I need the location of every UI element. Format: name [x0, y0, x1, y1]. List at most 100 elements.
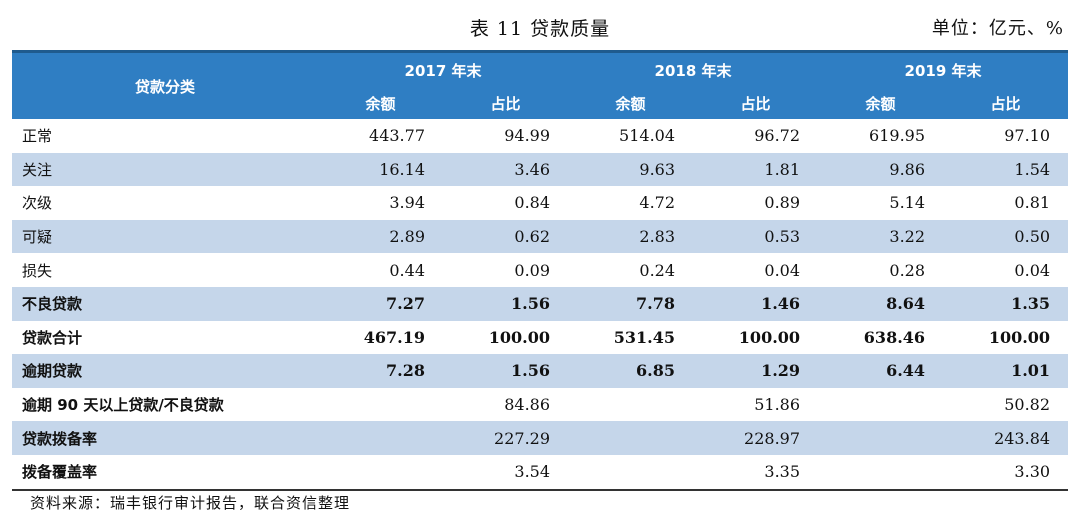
cell: 0.84: [514, 193, 551, 213]
cell: [318, 388, 443, 422]
row-label: 可疑: [12, 219, 318, 254]
cell: 84.86: [504, 395, 551, 415]
cell: 96.72: [754, 126, 801, 146]
cell: [318, 421, 443, 455]
cell: 3.46: [443, 152, 569, 187]
cell: 467.19: [363, 327, 425, 347]
cell: 3.54: [443, 454, 569, 491]
table-row: 逾期贷款 7.28 1.56 6.85 1.29 6.44 1.01: [12, 354, 1069, 388]
table-row: 贷款拨备率 227.29 228.97 243.84: [12, 421, 1069, 455]
cell: 0.53: [693, 219, 819, 254]
table-row: 次级 3.94 0.84 4.72 0.89 5.14 0.81: [12, 186, 1068, 220]
cell: 1.35: [943, 286, 1069, 321]
cell: 619.95: [869, 126, 926, 146]
row-label: 次级: [22, 194, 53, 213]
cell: 50.82: [1004, 395, 1051, 415]
cell: 100.00: [488, 327, 551, 347]
cell: 638.46: [863, 327, 926, 347]
unit-label: 单位：亿元、%: [931, 18, 1064, 39]
header-category: 贷款分类: [12, 51, 318, 119]
cell: 1.46: [693, 286, 819, 321]
cell: [818, 388, 943, 422]
header-share: 占比: [693, 87, 819, 119]
cell: [568, 421, 694, 455]
cell: 5.14: [889, 193, 926, 213]
header-year-2019: 2019 年末: [818, 51, 1069, 87]
cell: 100.00: [738, 327, 801, 347]
cell: 1.54: [943, 152, 1069, 187]
table-row: 正常 443.77 94.99 514.04 96.72 619.95 97.1…: [12, 119, 1068, 153]
cell: 1.81: [693, 152, 819, 187]
cell: 6.85: [568, 354, 694, 388]
title-bar: 表 11 贷款质量 单位：亿元、%: [12, 14, 1068, 42]
row-label: 损失: [22, 261, 53, 280]
cell: 100.00: [988, 327, 1051, 347]
cell: 228.97: [693, 421, 819, 455]
cell: 1.29: [693, 354, 819, 388]
header-year-2017: 2017 年末: [318, 51, 569, 87]
cell: 0.28: [889, 260, 926, 280]
cell: 531.45: [613, 327, 676, 347]
row-label: 贷款拨备率: [12, 421, 318, 455]
header-share: 占比: [443, 87, 569, 119]
table-row: 不良贷款 7.27 1.56 7.78 1.46 8.64 1.35: [12, 286, 1069, 321]
row-label: 贷款合计: [22, 328, 83, 347]
cell: 0.89: [764, 193, 801, 213]
table-row: 拨备覆盖率 3.54 3.35 3.30: [12, 454, 1069, 491]
row-label: 逾期 90 天以上贷款/不良贷款: [22, 396, 224, 415]
cell: 1.56: [443, 354, 569, 388]
cell: 8.64: [818, 286, 944, 321]
cell: 0.62: [443, 219, 569, 254]
row-label: 正常: [22, 127, 53, 146]
cell: [818, 454, 944, 491]
cell: 0.81: [1014, 193, 1051, 213]
cell: 51.86: [754, 395, 801, 415]
row-label: 拨备覆盖率: [12, 454, 318, 491]
cell: 443.77: [369, 126, 425, 146]
cell: 243.84: [943, 421, 1069, 455]
cell: 7.27: [318, 286, 443, 321]
row-label: 关注: [12, 152, 318, 187]
header-share: 占比: [943, 87, 1069, 119]
cell: 16.14: [318, 152, 443, 187]
table-row: 贷款合计 467.19 100.00 531.45 100.00 638.46 …: [12, 321, 1068, 355]
header-balance: 余额: [818, 87, 944, 119]
cell: [568, 388, 693, 422]
cell: 227.29: [443, 421, 569, 455]
cell: 3.94: [389, 193, 425, 213]
cell: [318, 454, 443, 491]
cell: 0.04: [764, 260, 801, 280]
row-label: 逾期贷款: [12, 354, 318, 388]
cell: 4.72: [639, 193, 676, 213]
table-row: 逾期 90 天以上贷款/不良贷款 84.86 51.86 50.82: [12, 388, 1068, 422]
cell: 0.24: [639, 260, 676, 280]
cell: 2.89: [318, 219, 443, 254]
header-year-2018: 2018 年末: [568, 51, 819, 87]
header-balance: 余额: [568, 87, 694, 119]
table-row: 损失 0.44 0.09 0.24 0.04 0.28 0.04: [12, 253, 1068, 287]
header-balance: 余额: [318, 87, 443, 119]
cell: 7.78: [568, 286, 694, 321]
cell: 0.04: [1014, 260, 1051, 280]
cell: 94.99: [504, 126, 551, 146]
source-note: 资料来源：瑞丰银行审计报告，联合资信整理: [30, 494, 351, 512]
cell: 9.63: [568, 152, 694, 187]
cell: 97.10: [1004, 126, 1051, 146]
row-label: 不良贷款: [12, 286, 318, 321]
cell: 0.44: [389, 260, 425, 280]
table-title: 表 11 贷款质量: [469, 18, 611, 40]
cell: 9.86: [818, 152, 944, 187]
cell: 6.44: [818, 354, 944, 388]
cell: [818, 421, 944, 455]
cell: 7.28: [318, 354, 443, 388]
cell: [568, 454, 694, 491]
cell: 514.04: [619, 126, 676, 146]
cell: 0.09: [514, 260, 551, 280]
table-row: 可疑 2.89 0.62 2.83 0.53 3.22 0.50: [12, 219, 1069, 254]
cell: 3.35: [693, 454, 819, 491]
cell: 3.30: [943, 454, 1069, 491]
table-row: 关注 16.14 3.46 9.63 1.81 9.86 1.54: [12, 152, 1069, 187]
cell: 3.22: [818, 219, 944, 254]
cell: 1.01: [943, 354, 1069, 388]
cell: 0.50: [943, 219, 1069, 254]
